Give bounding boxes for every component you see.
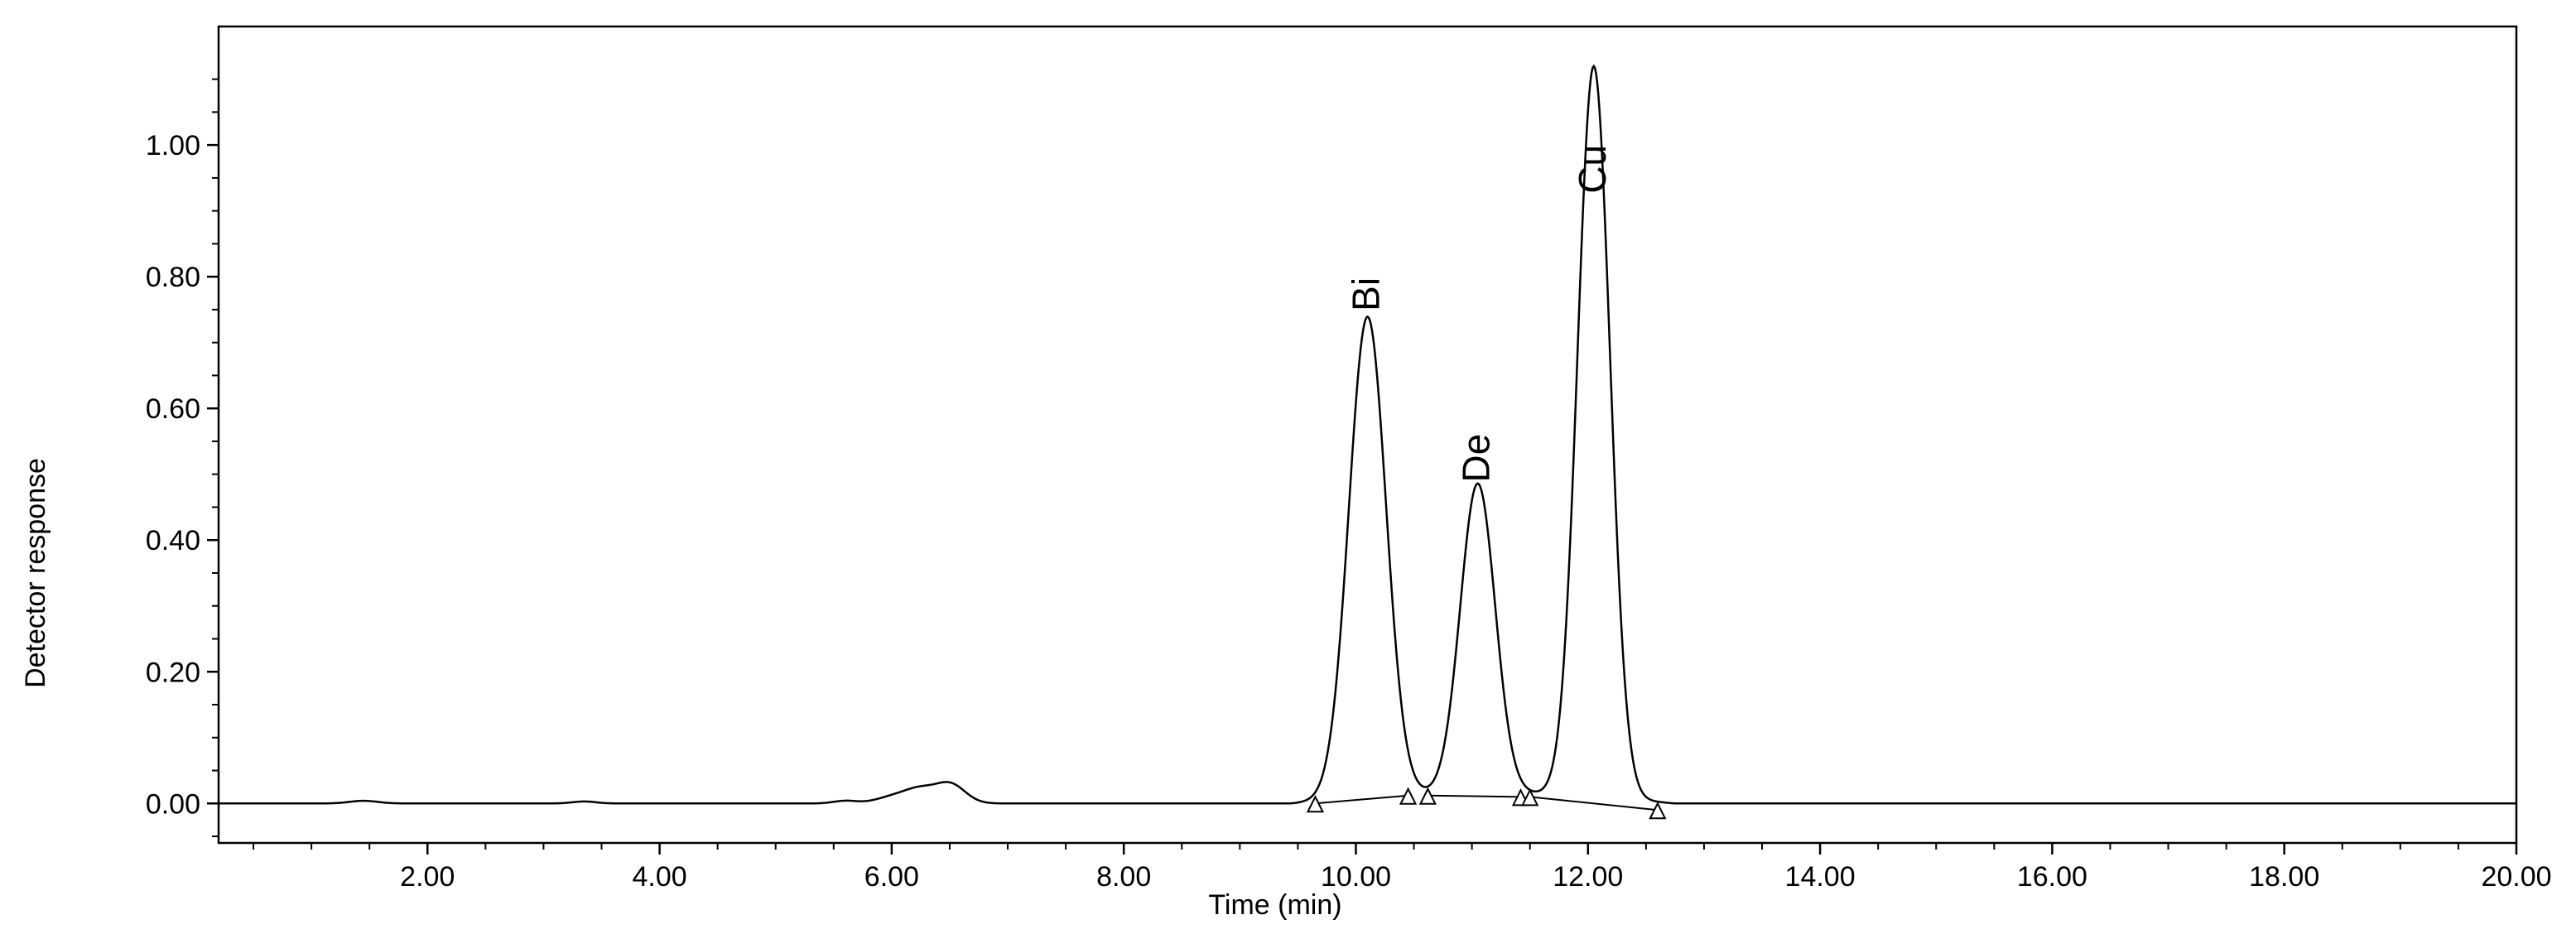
y-minor-ticks [212,78,219,838]
integration-marker [1418,787,1437,805]
x-major-ticks [426,843,2518,855]
integration-baselines [1315,794,1658,811]
x-tick-label: 18.00 [2249,861,2319,893]
x-tick-label: 14.00 [1785,861,1856,893]
x-tick-labels: 2.00 4.00 6.00 8.00 10.00 12.00 14.00 16.00 18.0… [400,861,2551,893]
plot-frame [217,25,2518,845]
peak-labels: Bi De Cu [1345,145,1614,483]
integration-marker [1521,788,1539,807]
y-tick-label: 0.60 [146,393,200,425]
y-tick-label: 0.00 [146,788,200,820]
integration-baseline-segment [1428,794,1521,798]
integration-marker [1649,802,1667,820]
x-tick-label: 12.00 [1553,861,1623,893]
integration-baseline-segment [1529,796,1658,811]
peak-label: De [1455,434,1498,483]
y-tick-label: 0.80 [146,262,200,293]
integration-markers [1306,787,1667,820]
x-tick-label: 16.00 [2017,861,2087,893]
peak-label: Cu [1571,145,1614,194]
y-tick-label: 1.00 [146,130,200,161]
y-tick-labels: 0.00 0.20 0.40 0.60 0.80 1.00 [146,130,200,820]
y-tick-label: 0.40 [146,525,200,556]
x-axis-title: Time (min) [1208,889,1341,921]
x-tick-label: 4.00 [632,861,686,893]
y-axis-title: Detector response [20,458,51,688]
x-tick-label: 2.00 [400,861,455,893]
x-tick-label: 6.00 [864,861,919,893]
peak-label: Bi [1345,277,1388,311]
y-major-ticks [207,143,219,805]
integration-baseline-segment [1315,794,1408,805]
integration-marker [1306,795,1325,813]
chromatogram-trace [219,64,2516,805]
x-minor-ticks [253,843,2459,850]
integration-marker [1399,787,1418,805]
x-tick-label: 8.00 [1096,861,1151,893]
x-tick-label: 20.00 [2481,861,2551,893]
y-tick-label: 0.20 [146,657,200,688]
x-tick-label: 10.00 [1321,861,1391,893]
